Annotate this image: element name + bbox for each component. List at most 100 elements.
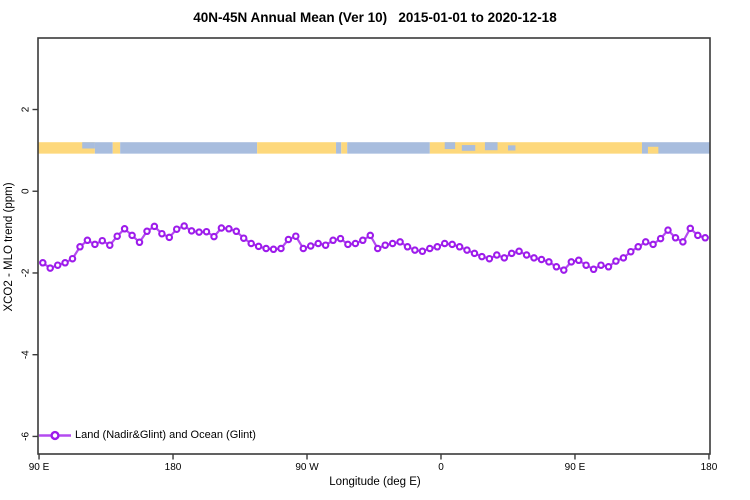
data-point-marker [545,258,553,266]
band-segment-ocean [120,142,258,154]
data-point-marker [366,231,375,240]
data-point-marker [329,236,337,245]
data-point-marker [195,228,203,236]
data-point-marker [53,261,62,269]
data-point-marker [381,241,389,249]
data-point-marker [247,239,255,248]
data-point-marker [485,254,494,263]
data-point-marker [202,227,211,236]
data-point-marker [187,227,196,235]
legend-circle-sample [50,430,60,441]
data-point-marker [694,231,702,240]
data-point-marker [433,243,442,251]
data-point-marker [284,235,293,244]
data-point-marker [277,244,285,253]
x-tick-label: 0 [438,462,444,473]
band-segment-land [341,142,348,154]
data-point-marker [604,263,613,271]
data-point-marker [292,232,300,240]
data-point-marker [46,264,54,272]
data-point-marker [679,238,687,246]
data-point-marker [574,256,583,265]
data-point-marker [91,240,99,249]
y-tick-label: 0 [21,188,32,194]
y-tick-label: -4 [21,350,32,359]
x-tick-label: 90 E [29,462,50,473]
data-point-marker [306,242,315,250]
data-point-marker [61,259,69,267]
data-point-marker [530,254,538,262]
data-point-marker [150,222,159,231]
band-segment-ocean [641,142,710,154]
data-point-marker [641,238,650,246]
data-point-marker [373,244,382,253]
data-point-marker [180,222,188,230]
y-tick-label: -2 [21,268,32,277]
data-point-marker [582,261,590,269]
band-patch-ocean [444,142,456,150]
legend-label: Land (Nadir&Glint) and Ocean (Glint) [75,429,256,441]
data-point-marker [120,225,129,233]
data-point-marker [440,239,449,248]
data-point-marker [463,246,471,254]
data-point-marker [552,263,561,271]
data-point-marker [98,236,107,245]
data-point-marker [314,239,322,248]
band-segment-ocean [336,142,342,154]
data-point-marker [418,247,427,256]
data-point-marker [515,247,523,256]
band-segment-ocean [94,142,113,154]
data-point-marker [262,244,270,253]
x-tick-label: 90 E [565,462,586,473]
data-point-marker [106,241,114,249]
data-point-marker [619,254,628,262]
band-patch-ocean [507,145,516,151]
band-patch-ocean [484,142,498,151]
data-point-marker [500,254,509,262]
data-point-marker [634,243,642,251]
data-point-marker [664,226,672,234]
data-point-marker [225,225,233,233]
data-point-marker [359,236,367,245]
x-tick-label: 180 [701,462,718,473]
x-axis-title: Longitude (deg E) [329,476,421,488]
y-tick-label: 2 [21,106,32,112]
data-point-marker [537,255,546,264]
band-segment-land [112,142,121,154]
data-point-marker [470,249,479,258]
data-point-marker [478,252,486,261]
data-point-marker [321,241,330,249]
data-point-marker [336,234,345,243]
data-point-marker [158,229,166,238]
data-point-marker [455,243,464,251]
data-point-marker [83,236,92,245]
band-segment-ocean [347,142,430,154]
data-point-marker [612,257,620,265]
data-point-marker [135,238,144,247]
data-point-marker [351,239,360,248]
data-point-marker [172,225,181,233]
data-point-marker [68,254,77,263]
data-point-marker [656,234,665,243]
data-point-marker [128,231,136,240]
data-point-marker [448,240,456,249]
data-point-marker [411,246,419,254]
data-point-marker [493,251,501,259]
data-point-marker [239,234,248,242]
data-point-marker [396,238,404,246]
data-point-marker [299,244,308,253]
data-point-marker [217,224,226,232]
data-point-marker [507,249,516,258]
data-point-marker [388,239,397,248]
band-segment-land [38,142,95,154]
data-point-marker [165,233,174,242]
band-segment-land [429,142,642,154]
band-patch-land [647,146,659,154]
band-segment-land [257,142,337,154]
data-point-marker [76,243,84,251]
data-point-marker [143,227,151,236]
data-point-marker [589,265,598,274]
legend-marker [39,430,71,441]
data-point-marker [671,234,680,242]
